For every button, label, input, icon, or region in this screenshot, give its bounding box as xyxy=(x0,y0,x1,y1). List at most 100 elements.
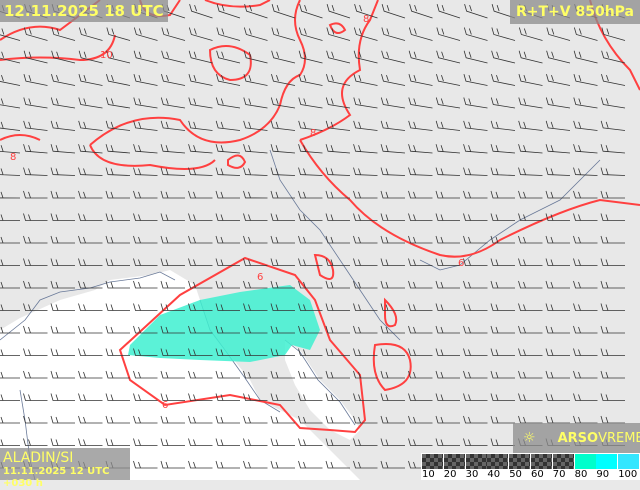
wind-barb xyxy=(463,97,488,109)
wind-barb xyxy=(545,97,571,109)
wind-barb xyxy=(353,258,378,266)
wind-barb xyxy=(546,50,571,64)
wind-barb xyxy=(435,120,461,131)
wind-barb xyxy=(463,144,488,154)
wind-barb xyxy=(573,325,598,334)
wind-barb xyxy=(216,27,241,41)
wind-barb xyxy=(600,393,625,401)
wind-barb xyxy=(325,303,350,311)
contour-label: 6 xyxy=(257,272,263,283)
wind-barb xyxy=(325,167,351,176)
wind-barb xyxy=(188,167,213,176)
wind-barb xyxy=(600,190,626,199)
wind-barb xyxy=(380,120,406,131)
wind-barb xyxy=(518,50,543,64)
wind-barb xyxy=(298,438,323,446)
wind-barb xyxy=(298,415,323,424)
wind-barb xyxy=(243,303,268,311)
wind-barb xyxy=(545,280,570,289)
wind-barb xyxy=(518,213,543,221)
wind-barb xyxy=(215,280,240,289)
wind-barb xyxy=(435,370,460,379)
wind-barbs xyxy=(0,4,626,469)
wind-barb xyxy=(545,190,571,199)
wind-barb xyxy=(51,74,76,86)
wind-barb xyxy=(408,27,433,41)
wind-barb xyxy=(78,50,103,64)
wind-barb xyxy=(545,325,570,334)
wind-barb xyxy=(381,74,406,86)
wind-barb xyxy=(78,370,103,379)
legend-swatch xyxy=(574,454,596,469)
wind-barb xyxy=(435,348,460,356)
wind-barb xyxy=(23,74,48,86)
wind-barb xyxy=(215,370,240,379)
wind-barb xyxy=(298,50,323,64)
wind-barb xyxy=(133,438,158,446)
wind-barb xyxy=(0,168,21,176)
wind-barb xyxy=(463,325,488,334)
wind-barb xyxy=(518,280,543,289)
wind-barb xyxy=(270,97,296,109)
wind-barb xyxy=(105,258,130,266)
wind-barb xyxy=(298,190,323,199)
wind-barb xyxy=(408,370,433,379)
wind-barb xyxy=(160,348,185,356)
valid-time: 12.11.2025 18 UTC xyxy=(0,0,168,22)
wind-barb xyxy=(188,303,213,311)
wind-barb xyxy=(105,438,130,446)
legend-tick: 100 xyxy=(618,469,638,480)
wind-barb xyxy=(188,74,213,86)
wind-barb xyxy=(215,213,240,221)
wind-barb xyxy=(270,415,295,424)
legend-swatch xyxy=(531,454,552,469)
wind-barb xyxy=(545,235,570,244)
wind-barb xyxy=(298,303,323,311)
wind-barb xyxy=(50,370,75,379)
legend-tick: 50 xyxy=(509,469,522,480)
wind-barb xyxy=(491,4,516,19)
wind-barb xyxy=(573,167,598,176)
wind-barb xyxy=(353,74,378,86)
wind-barb xyxy=(78,325,103,334)
wind-barb xyxy=(490,258,515,266)
model-info: ALADIN/SI 11.11.2025 12 UTC +030 h xyxy=(0,448,130,489)
wind-barb xyxy=(0,236,20,244)
contour-labels: 10 8 8 8 6 6 6 xyxy=(10,14,464,411)
wind-barb xyxy=(243,120,268,131)
wind-barb xyxy=(326,50,351,64)
wind-barb xyxy=(50,438,75,446)
wind-barb xyxy=(463,370,488,379)
wind-barb xyxy=(435,438,460,446)
sea xyxy=(0,270,360,480)
wind-barb xyxy=(160,235,185,244)
wind-barb xyxy=(188,438,213,446)
wind-barb xyxy=(380,213,405,221)
wind-barb xyxy=(23,190,48,199)
wind-barb xyxy=(23,415,48,424)
wind-barb xyxy=(353,235,378,244)
wind-barb xyxy=(271,74,296,86)
wind-barb xyxy=(78,393,103,401)
wind-barb xyxy=(408,438,433,446)
wind-barb xyxy=(298,74,323,86)
wind-barb xyxy=(133,258,158,266)
wind-barb xyxy=(298,348,323,356)
wind-barb xyxy=(0,326,20,334)
wind-barb xyxy=(243,325,268,334)
wind-barb xyxy=(408,190,433,199)
wind-barb xyxy=(106,50,131,64)
model-run: 11.11.2025 12 UTC +030 h xyxy=(3,466,110,489)
wind-barb xyxy=(380,280,405,289)
wind-barb xyxy=(408,50,433,64)
wind-barb xyxy=(353,50,378,64)
legend-swatch xyxy=(422,454,443,469)
wind-barb xyxy=(160,190,186,199)
wind-barb xyxy=(23,235,48,244)
contour-label: 6 xyxy=(162,400,168,411)
wind-barb xyxy=(216,74,241,86)
wind-barb xyxy=(573,235,598,244)
wind-barb xyxy=(188,50,213,64)
wind-barb xyxy=(270,213,295,221)
wind-barb xyxy=(545,370,570,379)
